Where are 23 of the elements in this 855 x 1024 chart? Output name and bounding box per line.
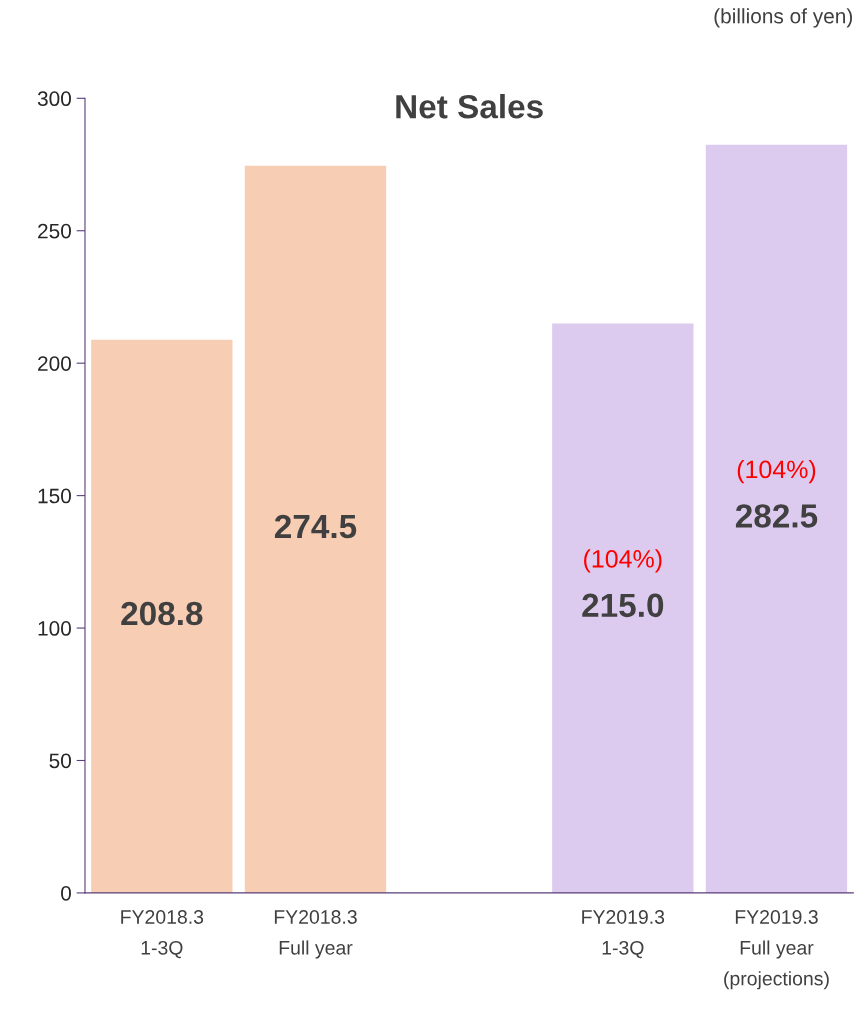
y-tick-label: 250: [38, 223, 71, 239]
x-tick-label: FY2018.3 Full year: [274, 910, 357, 959]
data-label: 274.5: [274, 514, 357, 539]
x-tick-label: FY2018.3 1-3Q: [121, 910, 204, 959]
y-tick-label: 100: [38, 621, 71, 636]
annotation: (104%): [584, 549, 662, 573]
bar: [244, 165, 387, 893]
x-tick-label: FY2019.3 Full year (projections): [724, 910, 829, 990]
annotation: (104%): [737, 459, 816, 484]
y-tick-label: 0: [61, 885, 71, 901]
y-tick-label: 50: [49, 753, 71, 769]
y-tick-label: 300: [37, 91, 71, 107]
chart-title: Net Sales: [396, 94, 543, 119]
y-tick-label: 150: [38, 488, 71, 504]
x-tick-label: FY2019.3 1-3Q: [582, 910, 665, 959]
text: (billions of yen): [714, 8, 853, 28]
data-label: 282.5: [735, 504, 818, 528]
data-label: 215.0: [582, 593, 664, 618]
bar: [552, 323, 694, 893]
y-tick-label: 200: [38, 356, 71, 371]
bar: [705, 144, 848, 893]
data-label: 208.8: [121, 601, 203, 626]
bar: [91, 339, 233, 893]
